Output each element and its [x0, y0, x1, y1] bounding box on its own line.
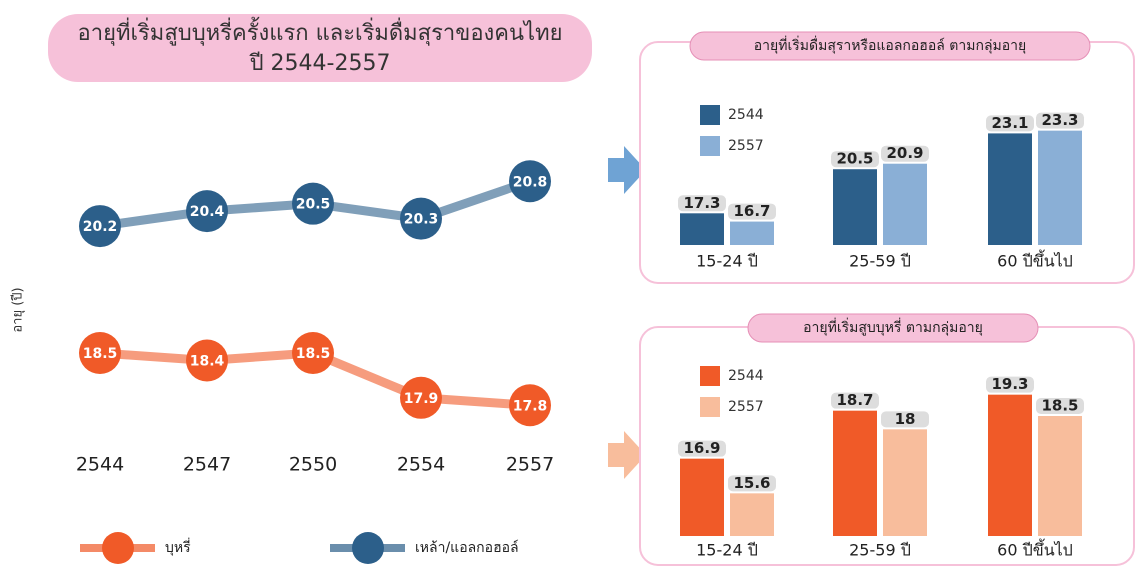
legend-label: เหล้า/แอลกอฮอล์: [415, 539, 519, 556]
x-tick-label: 15-24 ปี: [696, 541, 758, 560]
panel-title: อายุที่เริ่มดื่มสุราหรือแอลกอฮอล์ ตามกลุ…: [754, 36, 1026, 54]
legend-marker: [102, 532, 134, 564]
x-tick-label: 2547: [183, 454, 231, 476]
panel-title: อายุที่เริ่มสูบบุหรี่ ตามกลุ่มอายุ: [803, 318, 983, 336]
x-tick-label: 15-24 ปี: [696, 252, 758, 271]
data-label: 18.5: [296, 346, 331, 362]
legend-label: 2544: [728, 107, 764, 123]
x-tick-label: 2550: [289, 454, 337, 476]
data-label: 17.8: [513, 398, 548, 414]
data-label: 20.8: [513, 174, 548, 190]
bar: [833, 411, 877, 536]
data-label: 20.5: [836, 150, 873, 168]
legend-marker: [352, 532, 384, 564]
legend-swatch: [700, 136, 720, 156]
legend-label: 2557: [728, 399, 764, 415]
legend-label: 2557: [728, 138, 764, 154]
page-subtitle: ปี 2544-2557: [248, 51, 390, 76]
bar: [883, 164, 927, 245]
data-label: 23.3: [1041, 111, 1078, 129]
legend-swatch: [700, 397, 720, 417]
bar: [988, 133, 1032, 245]
data-label: 18: [895, 410, 916, 428]
data-label: 20.9: [886, 144, 923, 162]
x-tick-label: 60 ปีขึ้นไป: [997, 539, 1073, 560]
x-tick-label: 25-59 ปี: [849, 252, 911, 271]
legend-label: 2544: [728, 368, 764, 384]
data-label: 18.7: [836, 391, 873, 409]
bar: [883, 429, 927, 536]
bar: [680, 459, 724, 536]
data-label: 19.3: [991, 375, 1028, 393]
bar: [730, 493, 774, 536]
data-label: 18.4: [190, 353, 225, 369]
data-label: 16.7: [733, 202, 770, 220]
bar: [1038, 416, 1082, 536]
infographic: อายุที่เริ่มสูบบุหรี่ครั้งแรก และเริ่มดื…: [0, 0, 1138, 568]
data-label: 20.4: [190, 204, 225, 220]
data-label: 20.3: [404, 212, 439, 228]
legend-label: บุหรี่: [165, 538, 191, 556]
bar: [680, 213, 724, 245]
x-tick-label: 2557: [506, 454, 554, 476]
data-label: 15.6: [733, 474, 770, 492]
page-title: อายุที่เริ่มสูบบุหรี่ครั้งแรก และเริ่มดื…: [78, 17, 563, 46]
bar: [730, 222, 774, 245]
x-tick-label: 2544: [76, 454, 124, 476]
y-axis-label: อายุ (ปี): [10, 287, 26, 332]
data-label: 16.9: [683, 439, 720, 457]
x-tick-label: 60 ปีขึ้นไป: [997, 250, 1073, 271]
bar: [988, 395, 1032, 536]
bar: [833, 169, 877, 245]
data-label: 23.1: [991, 114, 1028, 132]
data-label: 17.9: [404, 391, 439, 407]
data-label: 20.5: [296, 197, 331, 213]
data-label: 17.3: [683, 194, 720, 212]
legend-swatch: [700, 366, 720, 386]
legend-swatch: [700, 105, 720, 125]
data-label: 20.2: [83, 219, 118, 235]
bar: [1038, 131, 1082, 245]
data-label: 18.5: [1041, 397, 1078, 415]
data-label: 18.5: [83, 346, 118, 362]
x-tick-label: 2554: [397, 454, 445, 476]
x-tick-label: 25-59 ปี: [849, 541, 911, 560]
